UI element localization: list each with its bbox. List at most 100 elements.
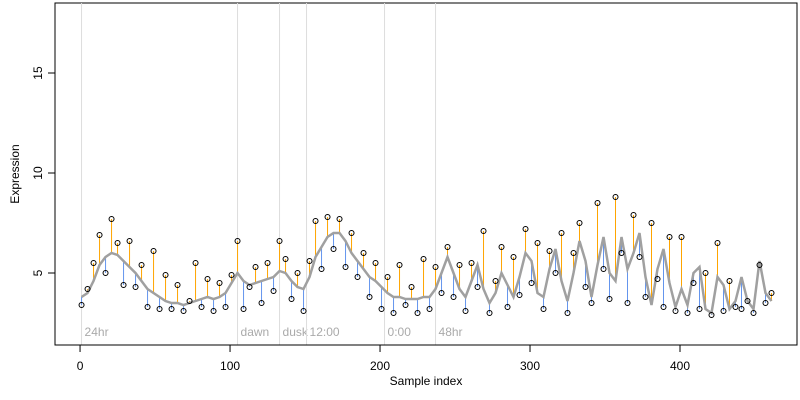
point — [708, 312, 715, 318]
point — [144, 304, 151, 310]
point — [732, 304, 739, 310]
point — [612, 194, 619, 200]
point — [510, 254, 517, 260]
point — [684, 310, 691, 316]
point — [246, 284, 253, 290]
point — [228, 272, 235, 278]
point — [432, 264, 439, 270]
point — [396, 262, 403, 268]
fit-line — [80, 231, 773, 316]
point — [372, 260, 379, 266]
point — [462, 308, 469, 314]
point — [600, 266, 607, 272]
annotation-label: dawn — [241, 325, 270, 339]
point — [294, 270, 301, 276]
point — [528, 280, 535, 286]
plot-frame — [54, 2, 798, 346]
point — [276, 238, 283, 244]
point — [768, 290, 775, 296]
point — [264, 260, 271, 266]
point — [150, 248, 157, 254]
point — [468, 260, 475, 266]
point — [582, 284, 589, 290]
point — [738, 306, 745, 312]
point — [102, 270, 109, 276]
point — [90, 260, 97, 266]
point — [534, 240, 541, 246]
point — [384, 274, 391, 280]
annotation-label: 0:00 — [388, 325, 412, 339]
point — [564, 310, 571, 316]
point — [690, 280, 697, 286]
point — [120, 282, 127, 288]
point — [318, 266, 325, 272]
annotation-label: 12:00 — [310, 325, 340, 339]
point — [180, 308, 187, 314]
point — [426, 306, 433, 312]
point — [174, 282, 181, 288]
point — [504, 304, 511, 310]
point — [576, 220, 583, 226]
point — [270, 288, 277, 294]
point — [714, 240, 721, 246]
point — [636, 254, 643, 260]
point — [606, 296, 613, 302]
point — [240, 306, 247, 312]
point — [570, 250, 577, 256]
point — [552, 270, 559, 276]
y-tick-label: 5 — [31, 269, 45, 276]
point — [624, 300, 631, 306]
x-tick-label: 200 — [370, 359, 390, 373]
point — [198, 304, 205, 310]
point — [108, 216, 115, 222]
point — [672, 308, 679, 314]
point — [78, 302, 85, 308]
point — [168, 306, 175, 312]
point — [594, 200, 601, 206]
point — [450, 294, 457, 300]
point — [696, 306, 703, 312]
point — [438, 290, 445, 296]
point — [486, 310, 493, 316]
point — [282, 256, 289, 262]
point — [84, 286, 91, 292]
point — [258, 300, 265, 306]
point — [186, 298, 193, 304]
point — [132, 284, 139, 290]
point — [546, 248, 553, 254]
point — [96, 232, 103, 238]
point — [444, 244, 451, 250]
point — [234, 238, 241, 244]
point — [360, 250, 367, 256]
x-tick-label: 300 — [520, 359, 540, 373]
point — [618, 250, 625, 256]
point — [324, 214, 331, 220]
point — [156, 306, 163, 312]
point — [666, 234, 673, 240]
point — [522, 226, 529, 232]
point — [756, 262, 763, 268]
point — [408, 284, 415, 290]
point — [312, 218, 319, 224]
y-axis-label: Expression — [8, 144, 22, 203]
point — [762, 300, 769, 306]
point — [744, 298, 751, 304]
annotation-label: dusk — [283, 325, 309, 339]
point — [192, 260, 199, 266]
x-tick-label: 100 — [220, 359, 240, 373]
point — [648, 220, 655, 226]
point — [492, 278, 499, 284]
point — [252, 264, 259, 270]
point — [660, 304, 667, 310]
point — [336, 216, 343, 222]
point — [750, 310, 757, 316]
point — [630, 212, 637, 218]
y-tick-label: 15 — [31, 66, 45, 80]
point — [138, 262, 145, 268]
point — [456, 262, 463, 268]
point — [480, 228, 487, 234]
point — [414, 310, 421, 316]
x-tick-label: 0 — [77, 359, 84, 373]
point — [342, 264, 349, 270]
point — [348, 230, 355, 236]
